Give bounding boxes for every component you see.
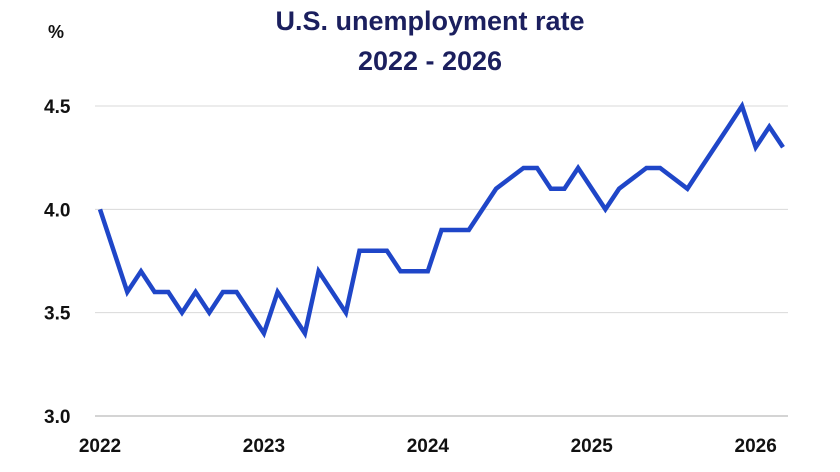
x-tick-label: 2023	[243, 436, 285, 457]
y-axis-unit-label: %	[48, 22, 64, 42]
unemployment-rate-line	[97, 100, 785, 339]
chart-title-line1: U.S. unemployment rate	[275, 6, 584, 36]
y-tick-label: 4.5	[44, 97, 71, 118]
grid-lines	[95, 105, 788, 417]
x-tick-label: 2024	[407, 436, 450, 457]
series-group	[97, 100, 785, 339]
y-tick-label: 4.0	[44, 200, 70, 221]
x-tick-label: 2025	[571, 436, 614, 457]
y-tick-label: 3.5	[44, 304, 71, 325]
y-axis-ticks: 3.0 3.5 4.0 4.5	[44, 97, 71, 428]
x-axis-ticks: 2022 2023 2024 2025 2026	[79, 436, 777, 457]
y-tick-label: 3.0	[44, 407, 70, 428]
x-tick-label: 2026	[735, 436, 777, 457]
x-tick-label: 2022	[79, 436, 121, 457]
chart-title-line2: 2022 - 2026	[358, 46, 502, 76]
